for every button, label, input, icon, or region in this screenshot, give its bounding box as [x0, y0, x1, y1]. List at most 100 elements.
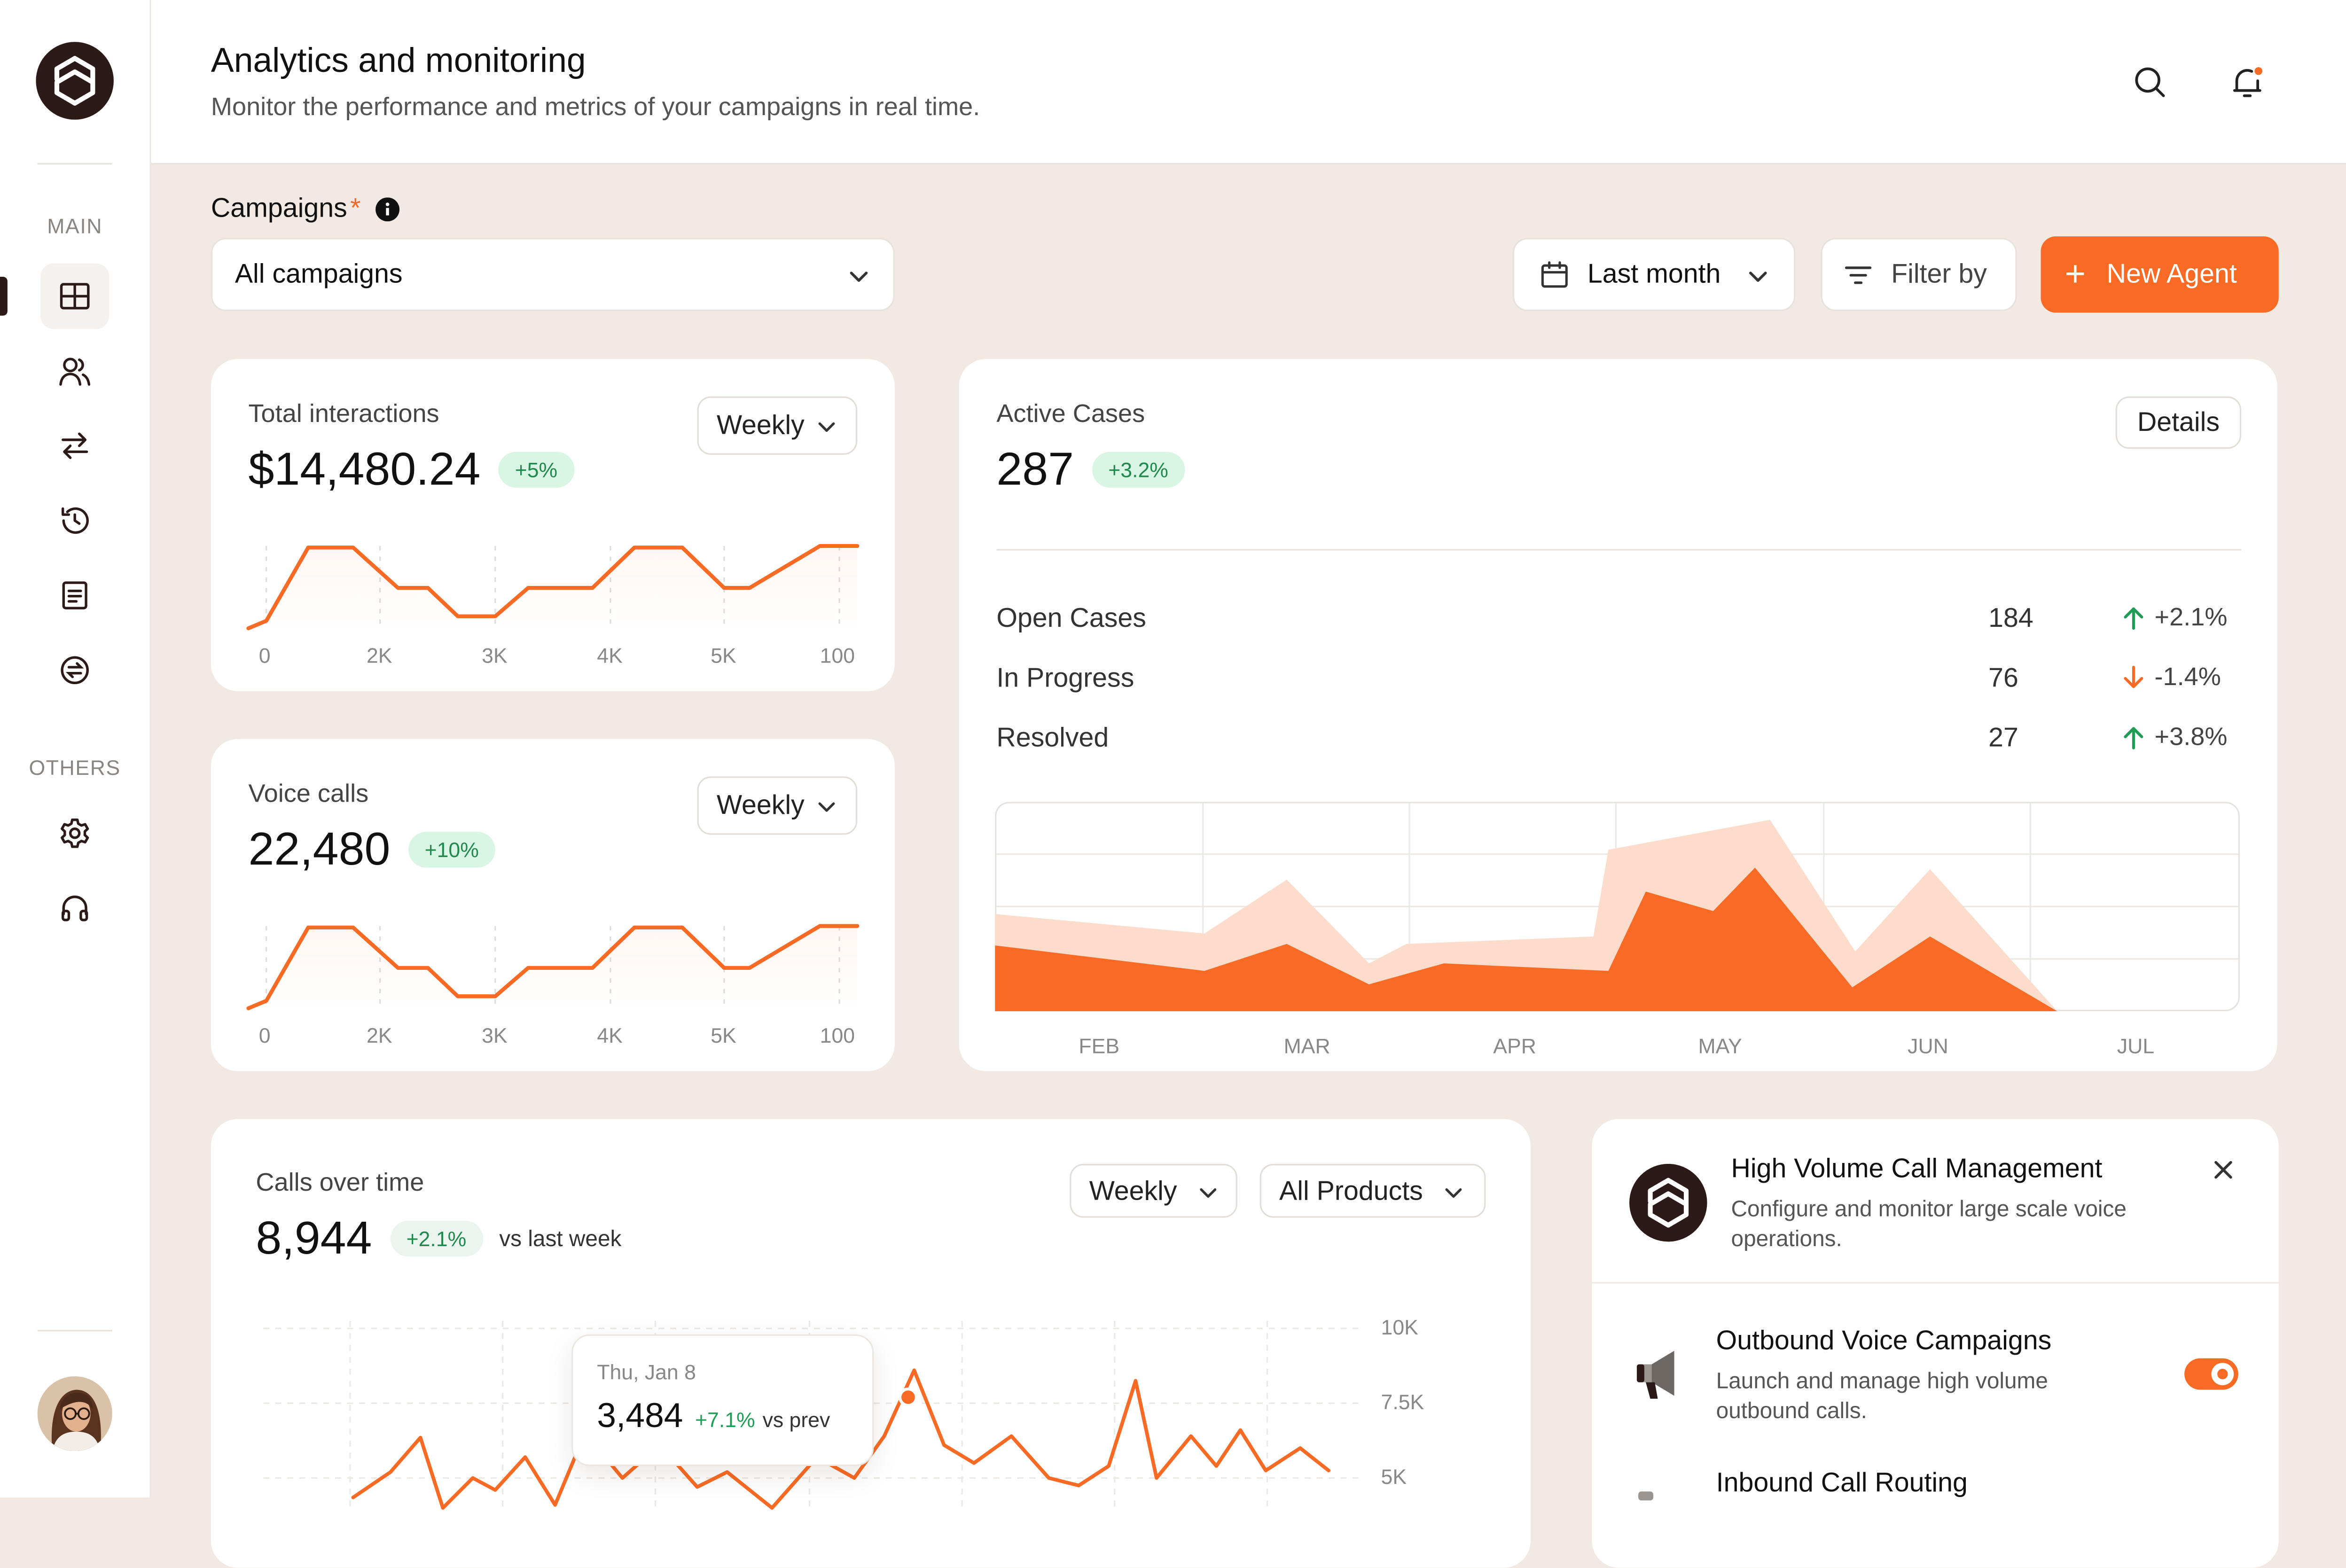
page-title: Analytics and monitoring [211, 40, 586, 79]
toggle-knob [2211, 1363, 2234, 1386]
x-tick: 5K [711, 643, 736, 667]
arrow-down-icon [2124, 665, 2143, 688]
outbound-campaigns-toggle[interactable] [2184, 1358, 2238, 1390]
metric-value: 287 [996, 443, 1074, 495]
chart-tooltip: Thu, Jan 8 3,484 +7.1% vs prev [571, 1334, 874, 1466]
campaign-select[interactable]: All campaigns [211, 238, 895, 312]
notifications-button[interactable] [2225, 60, 2270, 105]
close-button[interactable] [2211, 1158, 2235, 1189]
x-tick: 100 [820, 1023, 855, 1047]
chevron-down-icon [1445, 1188, 1462, 1198]
filter-button[interactable]: Filter by [1821, 238, 2017, 312]
x-tick: 2K [366, 1023, 392, 1047]
new-agent-label: New Agent [2106, 258, 2237, 289]
sidebar-divider [37, 163, 112, 165]
search-button[interactable] [2127, 60, 2173, 105]
sidebar-item-users[interactable] [40, 338, 109, 404]
voice-calls-sparkline [246, 924, 860, 1012]
x-tick: 3K [482, 643, 508, 667]
card-title: Voice calls [248, 779, 369, 808]
metric-value: $14,480.24 [248, 443, 481, 495]
product-select[interactable]: All Products [1259, 1163, 1486, 1218]
period-select[interactable]: Weekly [1070, 1163, 1237, 1218]
close-icon [2214, 1161, 2232, 1179]
date-range-value: Last month [1587, 258, 1721, 289]
case-row-change-value: -1.4% [2154, 663, 2221, 691]
metric-row: $14,480.24 +5% [248, 443, 574, 497]
sidebar-divider [37, 1330, 112, 1332]
interactions-sparkline [246, 544, 860, 632]
panel-description: Configure and monitor large scale voice … [1731, 1196, 2127, 1252]
case-row-value: 76 [1988, 663, 2018, 693]
sidebar: MAIN OTHERS [0, 0, 151, 1498]
filter-icon [1845, 265, 1872, 283]
campaigns-label: Campaigns [211, 193, 347, 223]
sidebar-item-settings[interactable] [40, 800, 109, 866]
month-label: JUN [1908, 1033, 1948, 1058]
y-tick: 7.5K [1381, 1389, 1424, 1414]
case-row-value: 184 [1988, 603, 2033, 633]
metric-value: 22,480 [248, 823, 391, 875]
data-point-marker[interactable] [898, 1387, 918, 1407]
document-icon [62, 581, 87, 609]
date-range-select[interactable]: Last month [1512, 238, 1796, 312]
campaign-select-value: All campaigns [235, 258, 403, 289]
period-select-value: Weekly [716, 410, 805, 440]
x-tick: 4K [597, 1023, 623, 1047]
dashboard-icon [60, 283, 90, 310]
month-label: JUL [2117, 1033, 2155, 1058]
sidebar-item-transfers[interactable] [40, 413, 109, 479]
campaigns-label-row: Campaigns * [211, 193, 400, 225]
x-tick: 5K [711, 1023, 736, 1047]
metric-value: 8,944 [256, 1211, 372, 1264]
new-agent-button[interactable]: + New Agent [2041, 236, 2279, 313]
x-tick: 4K [597, 643, 623, 667]
page-subtitle: Monitor the performance and metrics of y… [211, 93, 980, 121]
card-title: Active Cases [996, 399, 1145, 428]
transfer-icon [62, 432, 88, 459]
divider [1592, 1282, 2279, 1284]
sidebar-item-dashboard[interactable] [40, 263, 109, 329]
case-row-label: Resolved [996, 722, 1109, 753]
tooltip-suffix: vs prev [762, 1407, 830, 1432]
chevron-down-icon [818, 802, 835, 812]
brand-logo[interactable] [36, 42, 114, 120]
period-select[interactable]: Weekly [697, 396, 858, 455]
megaphone-icon [1632, 1343, 1692, 1411]
sidebar-item-documents[interactable] [40, 562, 109, 628]
history-icon [62, 507, 89, 534]
case-row-change: +2.1% [2121, 603, 2227, 633]
user-avatar[interactable] [37, 1376, 112, 1451]
case-row-value: 27 [1988, 722, 2018, 753]
sidebar-item-support[interactable] [40, 875, 109, 941]
info-icon[interactable] [375, 196, 400, 221]
plus-icon: + [2064, 253, 2086, 294]
x-tick: 0 [258, 1023, 271, 1047]
call-management-card: High Volume Call Management Configure an… [1592, 1119, 2279, 1568]
sidebar-item-billing[interactable] [40, 637, 109, 703]
metric-row: 287 +3.2% [996, 443, 1185, 497]
period-select[interactable]: Weekly [697, 776, 858, 835]
details-button-label: Details [2137, 406, 2220, 437]
feature-description: Launch and manage high volume outbound c… [1716, 1369, 2048, 1424]
chevron-down-icon [1749, 272, 1767, 282]
tooltip-date: Thu, Jan 8 [597, 1359, 696, 1384]
arrow-up-icon [2124, 607, 2143, 630]
sidebar-item-history[interactable] [40, 488, 109, 554]
users-icon [59, 358, 91, 386]
month-label: MAR [1283, 1033, 1330, 1058]
change-suffix: vs last week [499, 1226, 622, 1252]
search-icon [2135, 67, 2165, 97]
details-button[interactable]: Details [2115, 396, 2242, 449]
change-badge: +2.1% [390, 1220, 483, 1257]
required-mark: * [350, 193, 361, 223]
metric-row: 8,944 +2.1% vs last week [256, 1212, 621, 1266]
billing-icon [61, 656, 89, 685]
x-tick: 3K [482, 1023, 508, 1047]
y-tick: 10K [1381, 1315, 1418, 1339]
chevron-down-icon [1200, 1188, 1217, 1198]
bell-icon [2233, 67, 2263, 97]
period-select-value: Weekly [716, 789, 805, 820]
headphones-icon [62, 895, 88, 921]
divider [996, 549, 2242, 551]
